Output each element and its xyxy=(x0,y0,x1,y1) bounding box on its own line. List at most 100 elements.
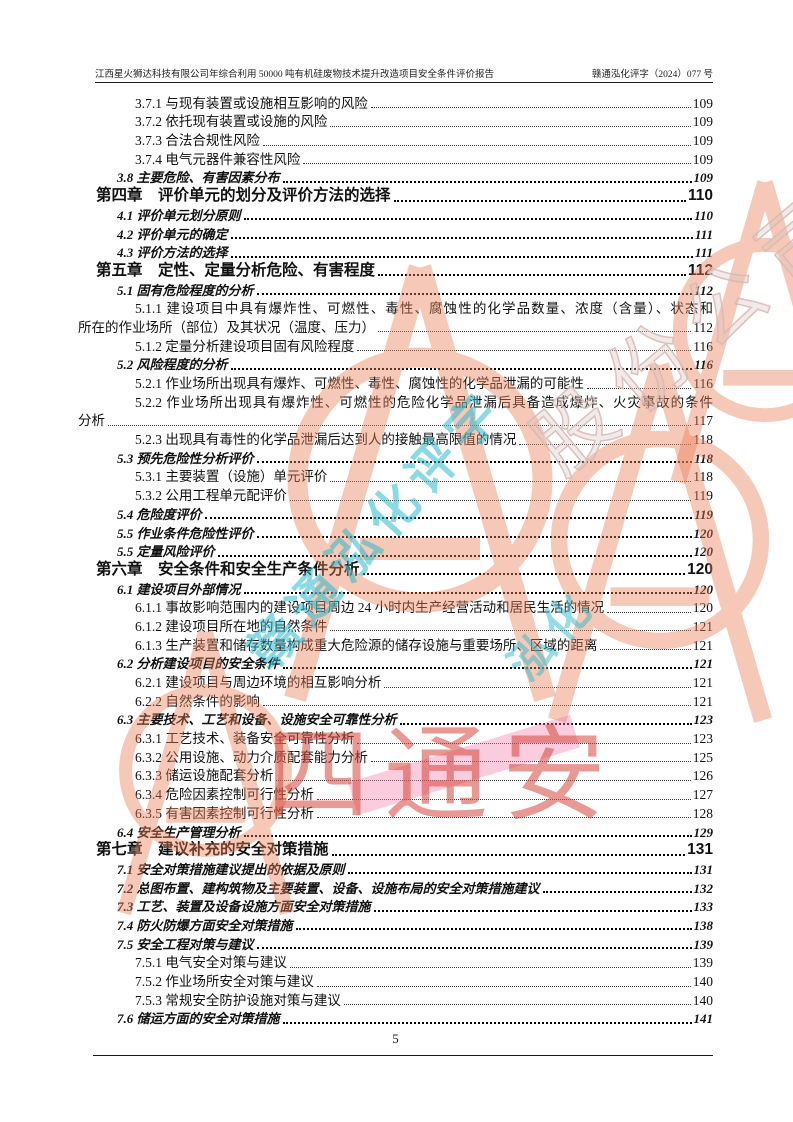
toc-row: 7.3 工艺、装置及设备设施方面安全对策措施 133 xyxy=(78,897,713,916)
toc-leader-dots xyxy=(600,649,691,651)
toc-leader-dots xyxy=(262,705,691,707)
toc-leader-dots xyxy=(378,274,686,277)
toc-row: 3.8 主要危险、有害因素分布 109 xyxy=(78,168,713,187)
toc-page-number: 140 xyxy=(692,992,713,1008)
toc-page-number: 121 xyxy=(693,656,714,672)
toc-entry-text: 6.2 分析建设项目的安全条件 xyxy=(117,656,280,672)
toc-leader-dots xyxy=(316,817,691,819)
toc-row: 6.2.2 自然条件的影响 121 xyxy=(78,691,713,710)
toc-leader-dots xyxy=(343,1004,691,1006)
toc-row: 5.1.1 建设项目中具有爆炸性、可燃性、毒性、腐蚀性的化学品数量、浓度（含量）… xyxy=(78,299,713,318)
toc-entry-text: 3.8 主要危险、有害因素分布 xyxy=(117,170,280,186)
toc-row: 6.4 安全生产管理分析 129 xyxy=(78,822,713,841)
toc-entry-text: 5.1.1 建设项目中具有爆炸性、可燃性、毒性、腐蚀性的化学品数量、浓度（含量）… xyxy=(135,301,713,317)
toc-leader-dots xyxy=(256,536,692,538)
toc-leader-dots xyxy=(303,163,691,165)
toc-entry-text: 7.3 工艺、装置及设备设施方面安全对策措施 xyxy=(117,899,371,915)
toc-leader-dots xyxy=(399,722,692,725)
toc-entry-text: 6.3 主要技术、工艺和设备、设施安全可靠性分析 xyxy=(117,712,397,728)
toc-page-number: 132 xyxy=(693,880,714,896)
toc-row: 3.7.1 与现有装置或设施相互影响的风险 109 xyxy=(78,93,713,112)
toc-entry-text: 3.7.1 与现有装置或设施相互影响的风险 xyxy=(135,95,368,111)
toc-page-number: 109 xyxy=(692,133,713,149)
toc-leader-dots xyxy=(330,125,691,127)
toc-row: 5.2 风险程度的分析 116 xyxy=(78,355,713,374)
toc-leader-dots xyxy=(330,480,692,482)
toc-entry-text: 6.3.4 危险因素控制可行性分析 xyxy=(135,787,314,803)
toc-row: 7.5.1 电气安全对策与建议 139 xyxy=(78,953,713,972)
toc-leader-dots xyxy=(357,350,692,352)
toc-page-number: 123 xyxy=(692,731,713,747)
toc-entry-text: 3.7.4 电气元器件兼容性风险 xyxy=(135,151,301,167)
toc-row: 5.3 预先危险性分析评价 118 xyxy=(78,448,713,467)
toc-row: 3.7.2 依托现有装置或设施的风险 109 xyxy=(78,112,713,131)
toc-row: 7.5 安全工程对策与建议 139 xyxy=(78,934,713,953)
toc-row: 5.3.2 公用工程单元配评价 119 xyxy=(78,485,713,504)
toc-entry-text: 4.3 评价方法的选择 xyxy=(117,245,228,261)
toc-entry-text: 5.5 定量风险评价 xyxy=(117,544,215,560)
toc-page-number: 121 xyxy=(692,675,713,690)
toc-entry-text: 6.2.2 自然条件的影响 xyxy=(135,693,260,709)
toc-page-number: 129 xyxy=(693,824,714,840)
toc-entry-text: 6.3.2 公用设施、动力介质配套能力分析 xyxy=(135,749,368,765)
toc-page-number: 120 xyxy=(693,525,714,541)
toc-row: 6.1.3 生产装置和储存数量构成重大危险源的储存设施与重要场所、区域的距离 12… xyxy=(78,635,713,654)
toc-row: 5.2.2 作业场所出现具有爆炸性、可燃性的危险化学品泄漏后具备造成爆炸、火灾事… xyxy=(78,392,713,411)
toc-entry-text: 7.5.2 作业场所安全对策与建议 xyxy=(135,974,314,989)
toc-row: 4.2 评价单元的确定 111 xyxy=(78,224,713,243)
toc-leader-dots xyxy=(282,180,692,183)
toc-page-number: 120 xyxy=(693,544,714,560)
toc-leader-dots xyxy=(378,331,692,333)
toc-entry-text: 7.5.3 常规安全防护设施对策与建议 xyxy=(135,992,341,1008)
toc-row: 分析 117 xyxy=(78,411,713,430)
toc-entry-text: 6.3.5 有害因素控制可行性分析 xyxy=(135,805,314,821)
footer-rule xyxy=(93,1055,713,1056)
toc-row: 6.2 分析建设项目的安全条件 121 xyxy=(78,654,713,673)
toc-leader-dots xyxy=(108,424,692,426)
toc-leader-dots xyxy=(230,255,693,258)
toc-leader-dots xyxy=(256,293,693,296)
toc-entry-text: 5.2.2 作业场所出现具有爆炸性、可燃性的危险化学品泄漏后具备造成爆炸、火灾事… xyxy=(135,394,713,410)
toc-leader-dots xyxy=(370,761,691,763)
toc-entry-text: 所在的作业场所（部位）及其状况（温度、压力） xyxy=(78,319,375,335)
toc-row: 6.1.2 建设项目所在地的自然条件 121 xyxy=(78,616,713,635)
toc-page-number: 131 xyxy=(687,841,713,859)
toc-row: 7.5.3 常规安全防护设施对策与建议 140 xyxy=(78,990,713,1009)
toc-row: 7.1 安全对策措施建议提出的依据及原则 131 xyxy=(78,859,713,878)
toc-entry-text: 5.2.3 出现具有毒性的化学品泄漏后达到人的接触最高限值的情况 xyxy=(135,432,517,448)
toc-row: 6.3 主要技术、工艺和设备、设施安全可靠性分析 123 xyxy=(78,710,713,729)
toc-page-number: 139 xyxy=(692,955,713,971)
toc-page-number: 133 xyxy=(693,899,714,915)
toc-page-number: 110 xyxy=(687,187,713,205)
toc-leader-dots xyxy=(295,928,692,931)
toc-leader-dots xyxy=(393,199,686,202)
toc-row: 6.2.1 建设项目与周边环境的相互影响分析 121 xyxy=(78,672,713,691)
toc-leader-dots xyxy=(204,517,693,520)
toc-leader-dots xyxy=(243,835,692,837)
toc-page-number: 112 xyxy=(694,282,713,298)
toc-entry-text: 5.2 风险程度的分析 xyxy=(117,357,228,373)
toc-page-number: 141 xyxy=(693,1011,714,1027)
toc-row: 6.3.3 储运设施配套分析 126 xyxy=(78,766,713,785)
toc-leader-dots xyxy=(316,798,691,800)
toc-row: 5.1.2 定量分析建设项目固有风险程度 116 xyxy=(78,336,713,355)
toc-row: 6.3.2 公用设施、动力介质配套能力分析 125 xyxy=(78,747,713,766)
toc-leader-dots xyxy=(542,891,692,894)
toc-entry-text: 5.1 固有危险程度的分析 xyxy=(117,282,254,298)
toc-row: 第六章 安全条件和安全生产条件分析 120 xyxy=(78,560,713,579)
toc-page-number: 121 xyxy=(692,618,713,634)
toc-page-number: 118 xyxy=(694,450,713,466)
toc-entry-text: 6.3.1 工艺技术、装备安全可靠性分析 xyxy=(135,731,355,747)
toc-page-number: 112 xyxy=(693,319,713,335)
toc-row: 4.1 评价单元划分原则 110 xyxy=(78,205,713,224)
toc-entry-text: 4.1 评价单元划分原则 xyxy=(117,207,241,223)
toc-row: 6.1 建设项目外部情况 120 xyxy=(78,579,713,598)
toc-entry-text: 5.1.2 定量分析建设项目固有风险程度 xyxy=(135,338,355,354)
toc-row: 7.4 防火防爆方面安全对策措施 138 xyxy=(78,915,713,934)
toc-entry-text: 4.2 评价单元的确定 xyxy=(117,226,228,242)
page-header: 江西星火狮达科技有限公司年综合利用 50000 吨有机硅废物技术提升改造项目安全… xyxy=(95,61,713,83)
toc-row: 7.2 总图布置、建构筑物及主要装置、设备、设施布局的安全对策措施建议 132 xyxy=(78,878,713,897)
toc-page-number: 126 xyxy=(692,768,713,784)
toc-entry-text: 3.7.3 合法合规性风险 xyxy=(135,133,260,149)
toc-leader-dots xyxy=(586,387,692,389)
